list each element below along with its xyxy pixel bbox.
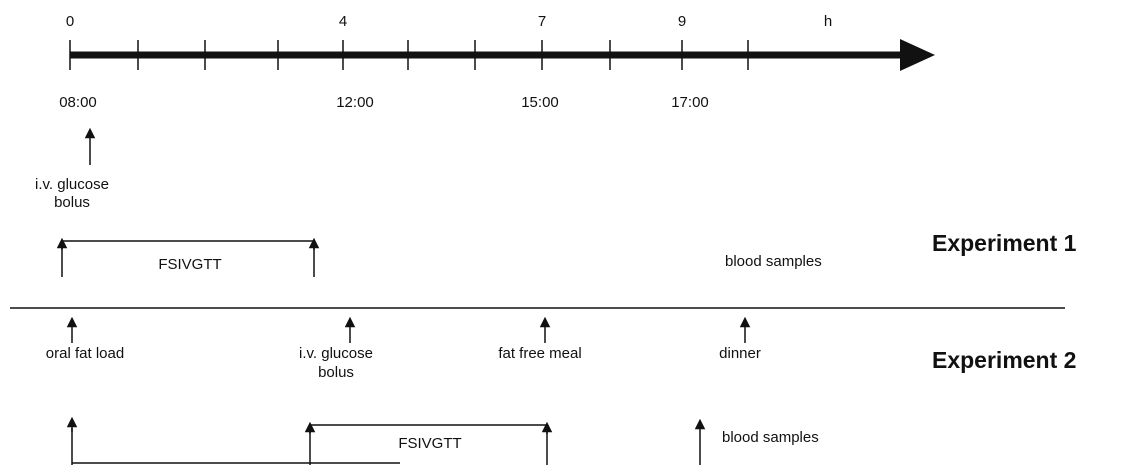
clock-time: 08:00 xyxy=(59,94,97,111)
samples-label: blood samples xyxy=(725,253,822,270)
experiment-title: Experiment 2 xyxy=(932,347,1076,373)
experiment-2: oral fat load i.v. glucose bolus fat fre… xyxy=(46,316,1076,465)
clock-time: 12:00 xyxy=(336,94,374,111)
hour-label: 4 xyxy=(339,13,347,30)
timeline: 0 4 7 9 h 08:00 12:00 15:00 17:00 xyxy=(59,13,935,111)
clock-time: 17:00 xyxy=(671,94,709,111)
event-label: dinner xyxy=(719,345,761,362)
event-label: fat free meal xyxy=(498,345,581,362)
event-label: i.v. glucose xyxy=(299,345,373,362)
samples-label: blood samples xyxy=(722,429,819,446)
clock-time: 15:00 xyxy=(521,94,559,111)
test-label: FSIVGTT xyxy=(158,256,221,273)
event-label: bolus xyxy=(318,364,354,381)
event-label: oral fat load xyxy=(46,345,124,362)
event-label: i.v. glucose xyxy=(35,176,109,193)
experiment-title: Experiment 1 xyxy=(932,230,1077,256)
experiment-1: i.v. glucose bolus FSIVGTT blood samples… xyxy=(35,127,1077,277)
event-label: bolus xyxy=(54,194,90,211)
hour-label: 7 xyxy=(538,13,546,30)
unit-label: h xyxy=(824,13,832,30)
hour-label: 0 xyxy=(66,13,74,30)
hour-label: 9 xyxy=(678,13,686,30)
test-label: FSIVGTT xyxy=(398,435,461,452)
